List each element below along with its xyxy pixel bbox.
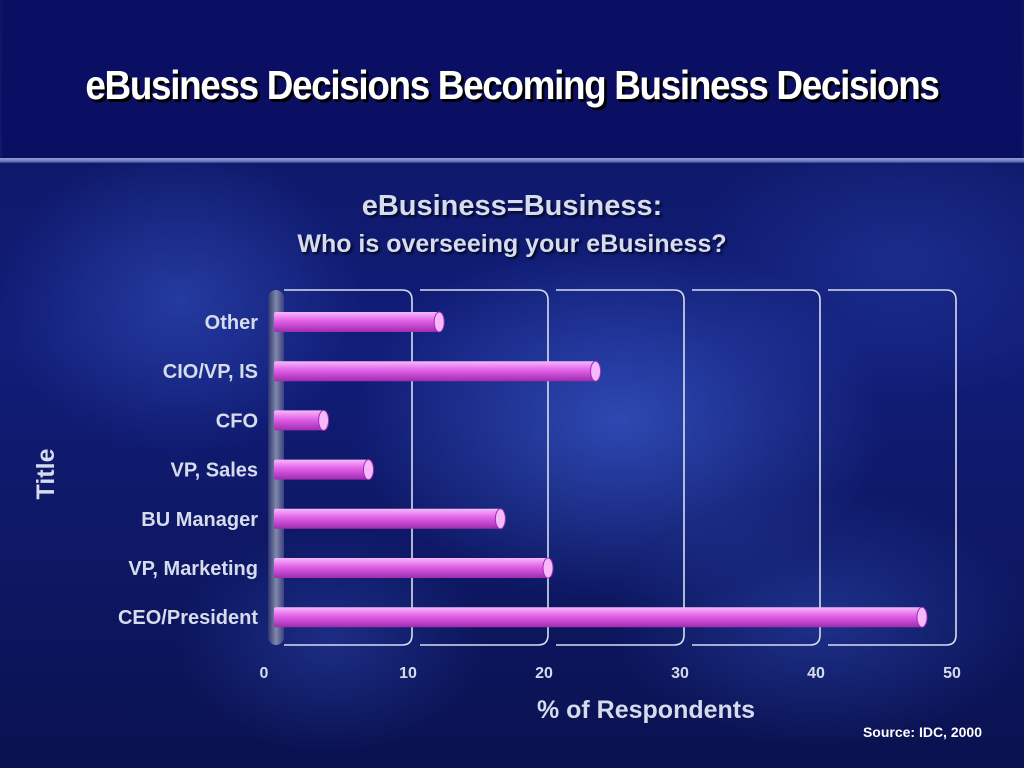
bar-cap: [916, 606, 928, 628]
x-tick-label: 10: [399, 665, 417, 682]
bar-bu-manager: [274, 508, 501, 529]
x-tick-label: 40: [807, 665, 825, 682]
chart-title: eBusiness=Business:: [361, 190, 663, 222]
category-label: Other: [205, 312, 259, 334]
title-divider: [0, 158, 1024, 163]
chart-subtitle: Who is overseeing your eBusiness?: [297, 230, 727, 258]
bar-cap: [590, 360, 602, 382]
bar-cap: [318, 409, 330, 431]
bar-cfo: [274, 410, 324, 431]
bar-vp-marketing: [274, 558, 548, 578]
x-tick-label: 50: [943, 665, 961, 682]
category-label: CFO: [216, 410, 258, 432]
category-label: VP, Marketing: [128, 558, 258, 580]
gridline: [828, 289, 957, 646]
x-tick-label: 30: [671, 665, 689, 682]
x-axis-label: % of Respondents: [537, 696, 755, 724]
slide-title: eBusiness Decisions Becoming Business De…: [85, 62, 940, 108]
bar-vp-sales: [274, 459, 369, 480]
x-tick-label: 0: [260, 665, 269, 682]
bar-cap: [362, 459, 374, 481]
bar-cap: [542, 557, 554, 579]
source-note: Source: IDC, 2000: [862, 724, 982, 740]
title-banner: [2, 0, 1022, 158]
category-labels: Other CIO/VP, IS CFO VP, Sales BU Manager VP,…: [118, 312, 258, 629]
bar-ceo-president: [274, 607, 922, 628]
bar-cap: [494, 508, 506, 530]
bar-other: [274, 312, 440, 332]
category-label: CIO/VP, IS: [163, 361, 258, 383]
x-tick-label: 20: [535, 665, 553, 682]
gridline: [284, 289, 413, 646]
y-axis-label: Title: [32, 448, 60, 499]
x-tick-labels: 0 10 20 30 40 50: [260, 665, 961, 682]
category-label: CEO/President: [118, 607, 258, 629]
bar-cap: [433, 311, 445, 333]
gridline: [420, 289, 549, 646]
gridline: [556, 289, 685, 646]
chart-gridlines: [284, 289, 957, 646]
chart-bars: [274, 311, 928, 628]
bar-cio-vp-is: [274, 361, 596, 382]
gridline: [692, 289, 821, 646]
category-label: BU Manager: [141, 509, 258, 531]
category-label: VP, Sales: [171, 460, 258, 482]
